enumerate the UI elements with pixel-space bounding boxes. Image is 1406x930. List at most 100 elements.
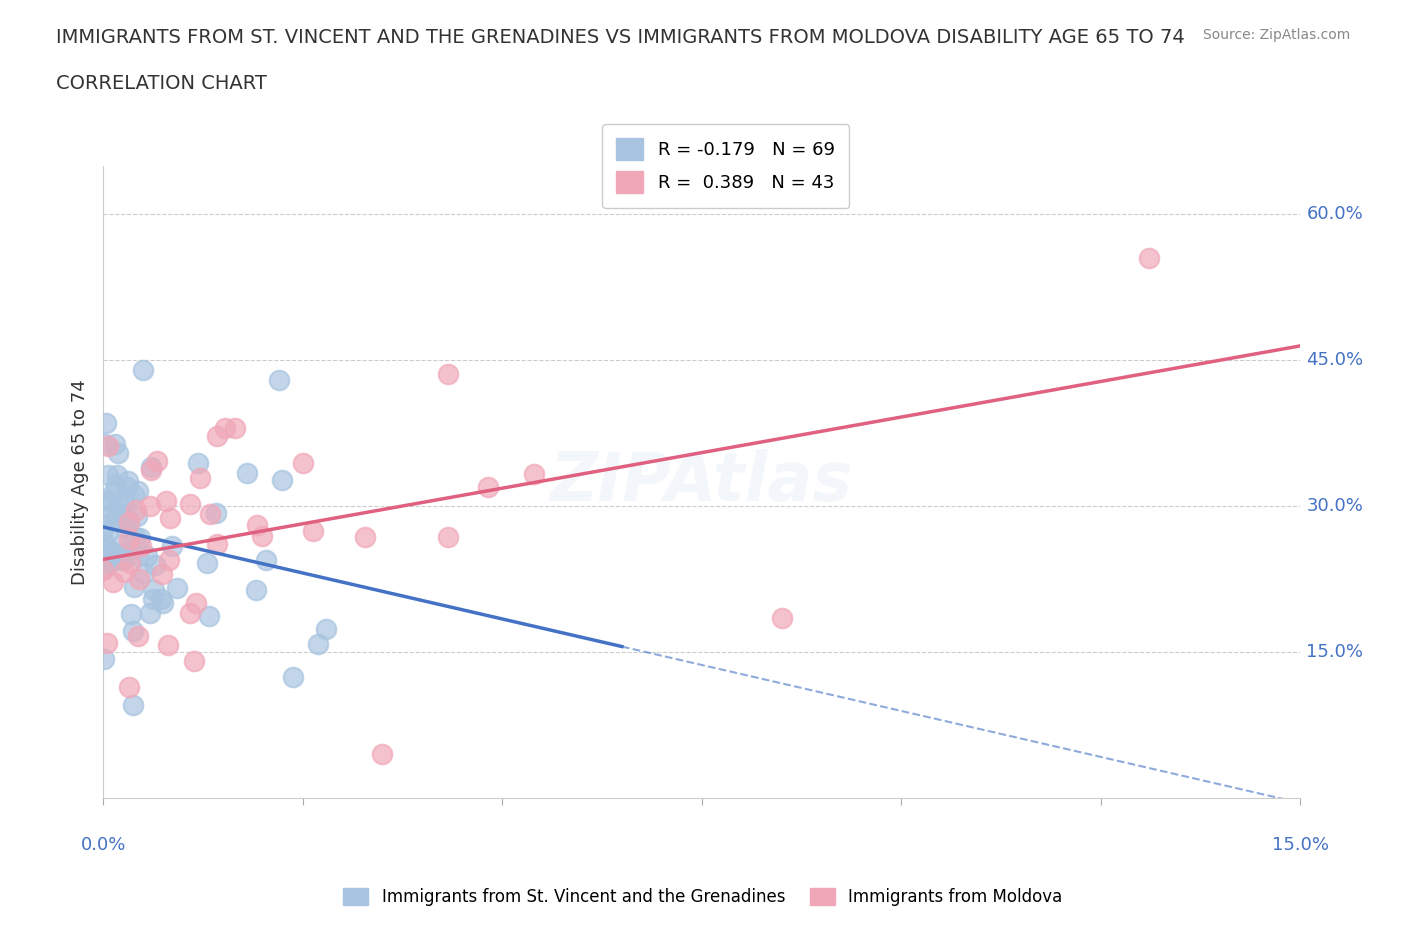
Text: 60.0%: 60.0% [1306,206,1362,223]
Text: 15.0%: 15.0% [1306,644,1364,661]
Legend: R = -0.179   N = 69, R =  0.389   N = 43: R = -0.179 N = 69, R = 0.389 N = 43 [602,124,849,207]
Point [141,462,163,477]
Point [207,429,229,444]
Point [112,494,135,509]
Point [118,679,141,694]
Point [127,629,149,644]
Point [371,747,394,762]
Point [197,608,219,623]
Point [118,515,141,530]
Point [105,468,128,483]
Point [315,621,337,636]
Point [214,420,236,435]
Point [291,456,314,471]
Point [770,611,793,626]
Point [162,538,184,553]
Point [94,492,117,507]
Point [224,420,246,435]
Point [150,591,173,606]
Point [101,575,124,590]
Point [97,549,120,564]
Point [138,498,160,513]
Point [100,495,122,510]
Legend: Immigrants from St. Vincent and the Grenadines, Immigrants from Moldova: Immigrants from St. Vincent and the Gren… [336,881,1070,912]
Point [97,439,120,454]
Point [101,545,124,560]
Text: 15.0%: 15.0% [1272,836,1329,854]
Point [108,498,131,513]
Point [139,460,162,475]
Point [93,437,115,452]
Point [105,477,128,492]
Point [159,511,181,525]
Point [267,372,290,387]
Point [188,471,211,485]
Point [94,416,117,431]
Point [98,556,121,571]
Point [166,580,188,595]
Point [117,545,139,560]
Point [115,480,138,495]
Point [156,637,179,652]
Point [120,606,142,621]
Point [117,473,139,488]
Point [115,512,138,526]
Point [204,506,226,521]
Point [250,529,273,544]
Point [179,605,201,620]
Point [145,558,167,573]
Point [157,552,180,567]
Point [93,651,115,666]
Point [112,565,135,580]
Point [146,454,169,469]
Point [111,506,134,521]
Text: 0.0%: 0.0% [80,836,125,854]
Point [281,670,304,684]
Point [118,555,141,570]
Point [98,552,121,567]
Point [246,518,269,533]
Point [186,595,208,610]
Point [127,549,149,564]
Point [112,551,135,565]
Point [94,560,117,575]
Point [105,512,128,527]
Point [96,525,118,540]
Point [97,467,120,482]
Point [205,536,228,551]
Point [127,509,149,524]
Point [96,635,118,650]
Point [195,555,218,570]
Point [198,506,221,521]
Point [104,437,127,452]
Text: 30.0%: 30.0% [1306,498,1364,515]
Point [94,537,117,551]
Point [124,529,146,544]
Point [127,484,149,498]
Point [307,637,329,652]
Point [111,552,134,567]
Point [101,505,124,520]
Point [132,565,155,580]
Point [437,529,460,544]
Point [245,582,267,597]
Point [125,503,148,518]
Point [179,497,201,512]
Point [150,567,173,582]
Point [1137,250,1160,265]
Point [129,531,152,546]
Point [353,530,375,545]
Point [152,595,174,610]
Point [121,624,143,639]
Point [117,532,139,547]
Point [115,522,138,537]
Point [139,605,162,620]
Point [101,486,124,501]
Point [124,579,146,594]
Point [436,366,458,381]
Text: ZIPAtlas: ZIPAtlas [550,449,853,515]
Point [302,523,325,538]
Point [103,552,125,567]
Point [183,654,205,669]
Point [132,363,155,378]
